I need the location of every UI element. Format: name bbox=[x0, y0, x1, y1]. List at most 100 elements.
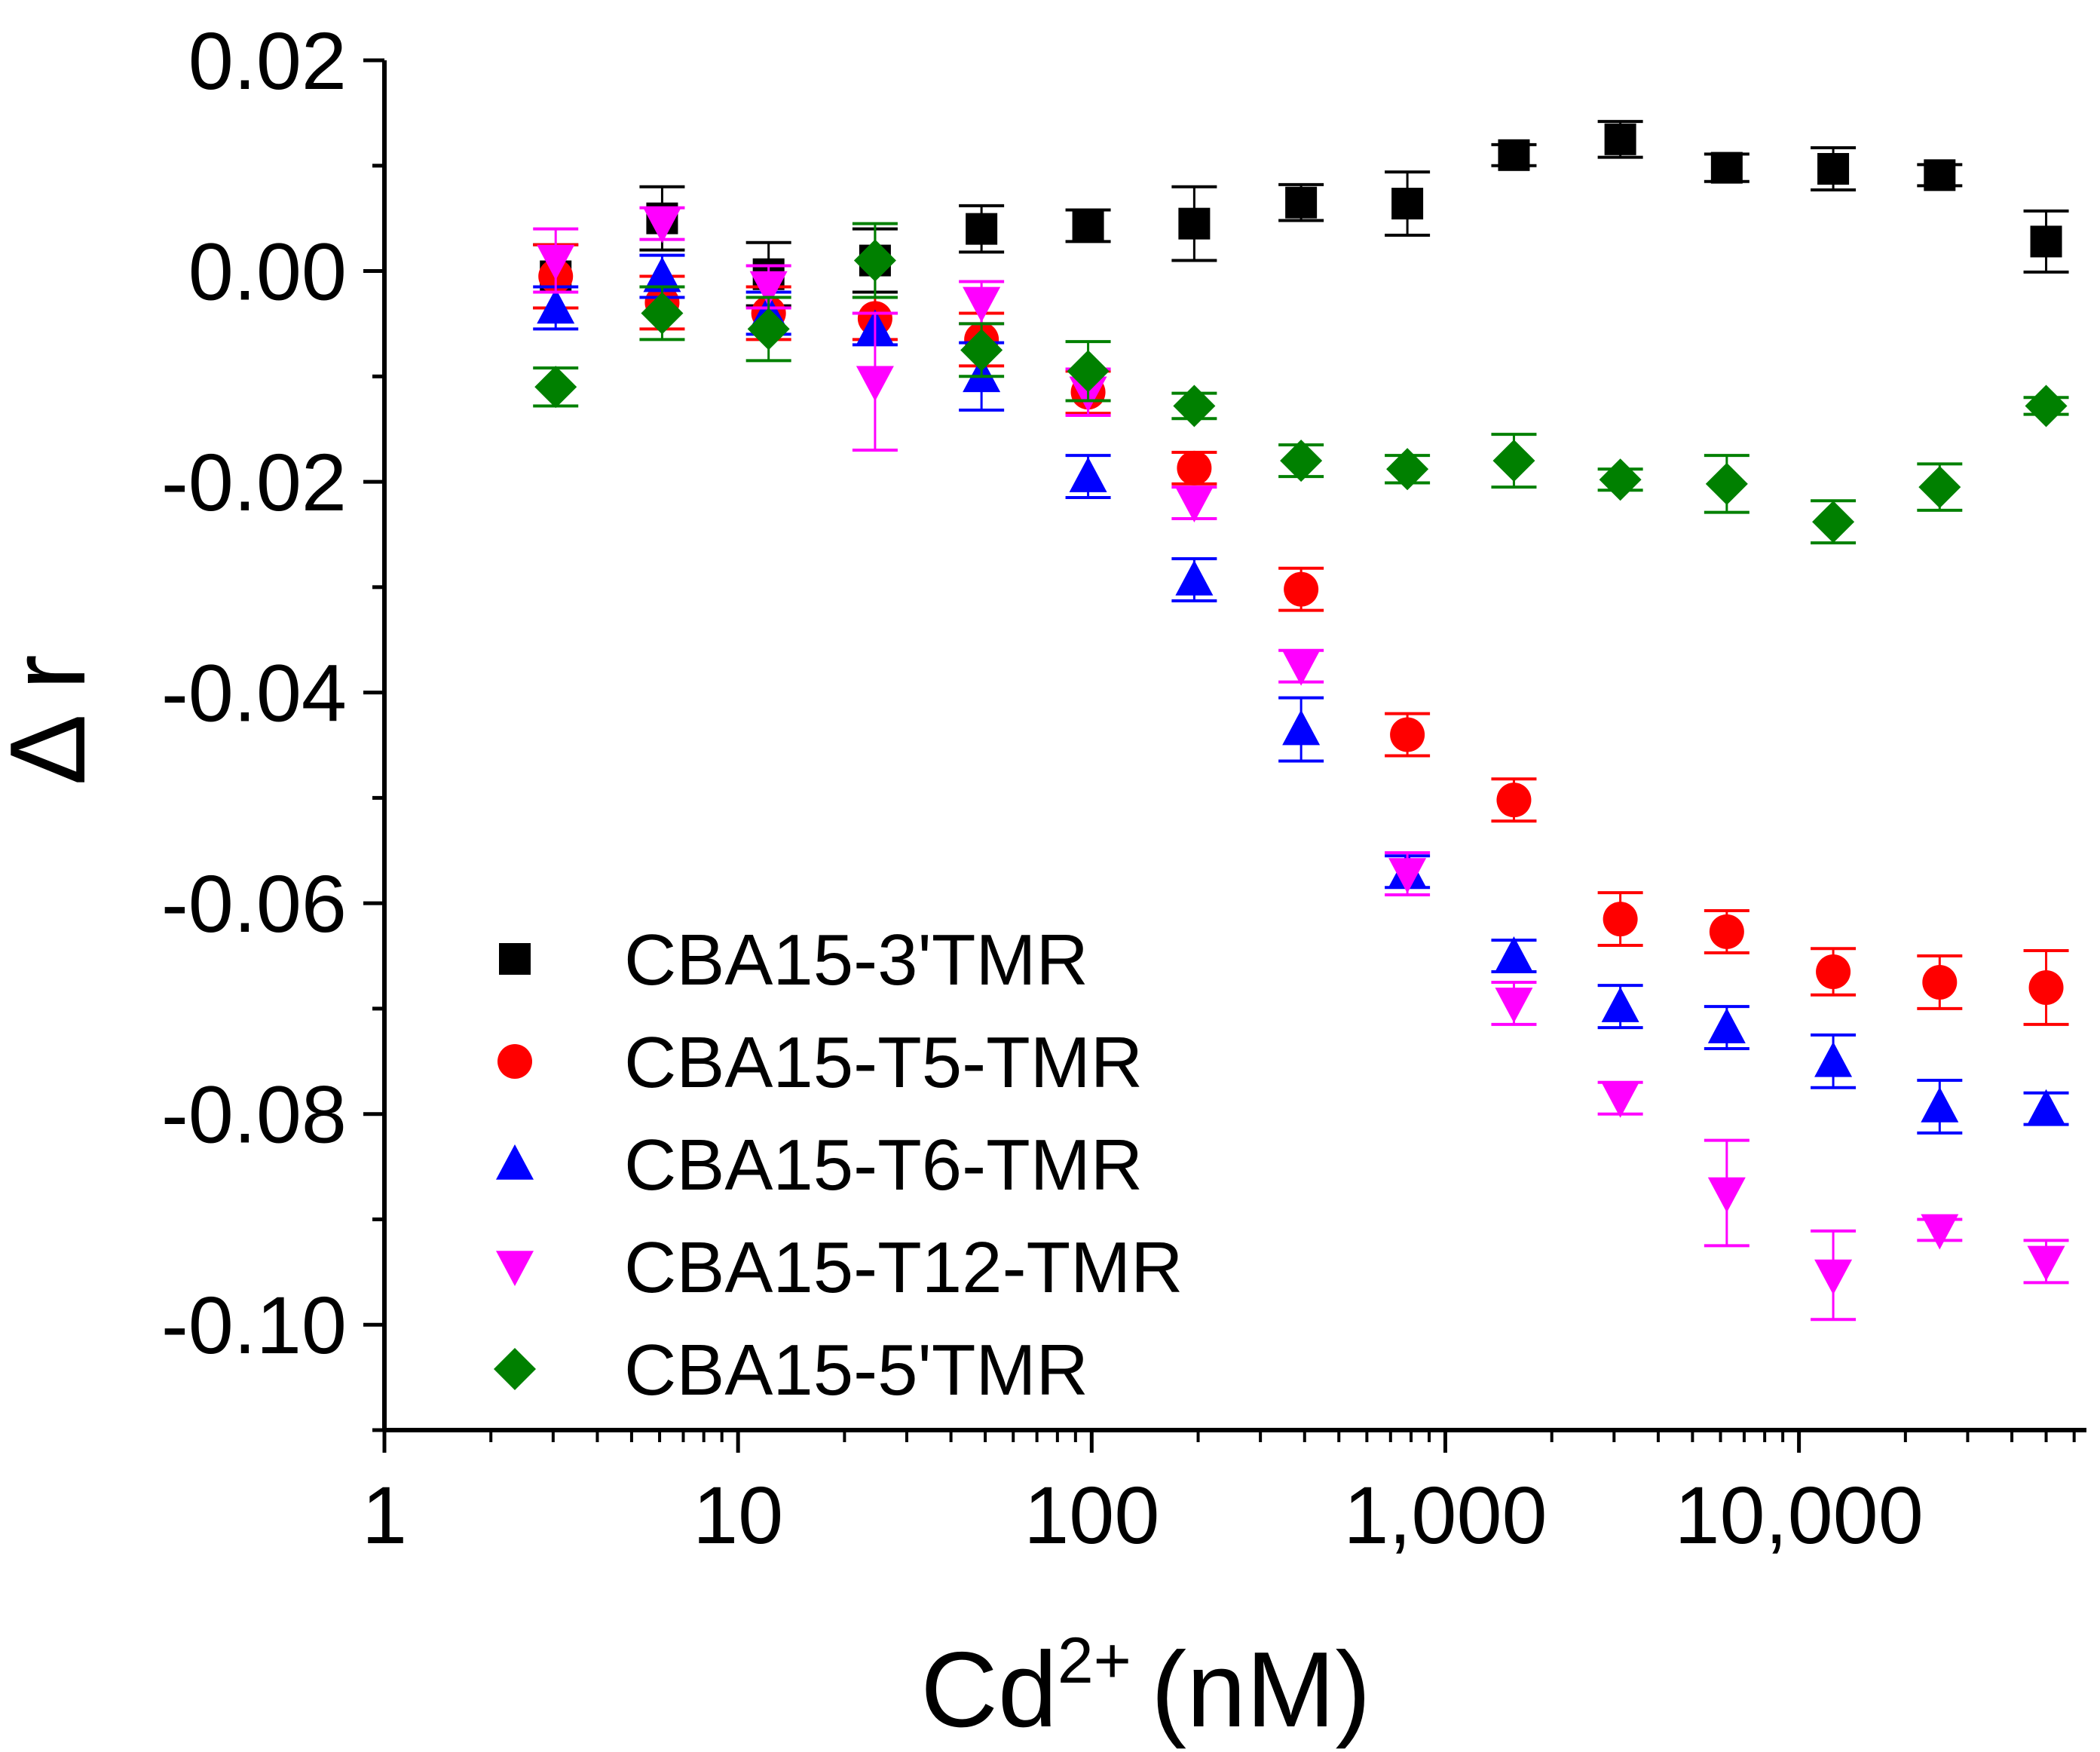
data-point bbox=[1177, 450, 1212, 485]
data-point bbox=[1386, 448, 1429, 491]
legend-label: CBA15-5'TMR bbox=[624, 1330, 1088, 1410]
legend-item: CBA15-5'TMR bbox=[494, 1330, 1088, 1410]
data-point bbox=[960, 329, 1003, 372]
data-point bbox=[1921, 1214, 1959, 1250]
data-point bbox=[963, 286, 1001, 323]
y-tick-label: 0.02 bbox=[188, 15, 347, 106]
legend-marker bbox=[499, 943, 531, 975]
legend-item: CBA15-T12-TMR bbox=[496, 1227, 1183, 1308]
data-point bbox=[1072, 210, 1104, 242]
data-point bbox=[1604, 123, 1636, 155]
legend-marker bbox=[497, 1044, 532, 1079]
series-triangle-down bbox=[533, 206, 2069, 1322]
data-point bbox=[1282, 709, 1321, 746]
data-point bbox=[1603, 902, 1638, 937]
data-point bbox=[1814, 1259, 1853, 1295]
data-point bbox=[537, 288, 575, 324]
ticks: 0.02 0.00 -0.02 -0.04 -0.06 -0.08 -0.10 1 10 100 1… bbox=[161, 15, 2076, 1561]
legend-item: CBA15-T5-TMR bbox=[497, 1022, 1143, 1103]
data-point bbox=[537, 244, 575, 280]
data-point bbox=[534, 366, 577, 409]
legend: CBA15-3'TMR CBA15-T5-TMR CBA15-T6-TMR CBA15… bbox=[494, 920, 1183, 1410]
y-tick-label: -0.02 bbox=[161, 436, 347, 528]
data-point bbox=[1067, 350, 1110, 393]
x-axis-title-unit: (nM) bbox=[1151, 1630, 1371, 1750]
data-point bbox=[1921, 1086, 1959, 1123]
data-point bbox=[1498, 139, 1530, 171]
data-point bbox=[853, 239, 896, 282]
y-tick-label: 0.00 bbox=[188, 226, 347, 317]
data-point bbox=[1816, 954, 1851, 990]
data-point bbox=[856, 366, 894, 402]
x-axis-title: Cd2+ (nM) bbox=[920, 1625, 1370, 1750]
axes bbox=[382, 60, 2086, 1432]
data-point bbox=[1710, 152, 1743, 184]
series-diamond bbox=[533, 222, 2069, 545]
legend-label: CBA15-T6-TMR bbox=[624, 1125, 1143, 1205]
data-point bbox=[1391, 188, 1424, 220]
data-point bbox=[2025, 384, 2068, 427]
data-point bbox=[1812, 501, 1855, 544]
data-point bbox=[2030, 225, 2062, 258]
data-point bbox=[1284, 571, 1319, 607]
x-tick-label: 1,000 bbox=[1343, 1469, 1547, 1561]
y-tick-label: -0.06 bbox=[161, 858, 347, 949]
data-point bbox=[1814, 1041, 1853, 1077]
data-point bbox=[1707, 1008, 1746, 1043]
series-triangle-up bbox=[533, 253, 2069, 1135]
data-point bbox=[1492, 440, 1535, 482]
data-point bbox=[1922, 964, 1958, 1000]
y-tick-label: -0.04 bbox=[161, 648, 347, 739]
data-point bbox=[1496, 783, 1532, 818]
data-point bbox=[1280, 440, 1323, 482]
x-axis-title-main: Cd bbox=[920, 1630, 1058, 1750]
data-point bbox=[2027, 1089, 2065, 1125]
data-point bbox=[1924, 159, 1956, 191]
data-point bbox=[1069, 457, 1107, 492]
data-point bbox=[1173, 384, 1216, 427]
data-point bbox=[643, 207, 681, 244]
data-point bbox=[1705, 462, 1748, 505]
data-point bbox=[1175, 560, 1214, 596]
data-point bbox=[1707, 1177, 1746, 1213]
data-point bbox=[1178, 207, 1211, 240]
legend-marker bbox=[496, 1251, 534, 1286]
data-point bbox=[1495, 936, 1533, 972]
data-point bbox=[1601, 1082, 1639, 1118]
y-tick-label: -0.08 bbox=[161, 1069, 347, 1160]
legend-label: CBA15-3'TMR bbox=[624, 920, 1088, 1000]
data-point bbox=[1175, 487, 1214, 523]
data-point bbox=[1817, 152, 1850, 185]
data-point bbox=[643, 256, 681, 293]
legend-marker bbox=[496, 1144, 534, 1180]
y-axis-title: Δ r bbox=[0, 654, 108, 786]
data-point bbox=[1388, 858, 1427, 894]
legend-label: CBA15-T5-TMR bbox=[624, 1022, 1143, 1103]
data-points bbox=[533, 120, 2069, 1322]
data-point bbox=[966, 213, 998, 245]
x-tick-label: 1 bbox=[362, 1469, 407, 1561]
y-tick-label: -0.10 bbox=[161, 1279, 347, 1371]
data-point bbox=[1599, 458, 1642, 501]
data-point bbox=[1495, 988, 1533, 1023]
data-point bbox=[747, 308, 790, 351]
legend-item: CBA15-3'TMR bbox=[499, 920, 1088, 1000]
data-point bbox=[1601, 987, 1639, 1022]
data-point bbox=[2027, 1245, 2065, 1282]
data-point bbox=[2028, 969, 2064, 1005]
data-point bbox=[749, 271, 788, 307]
data-point bbox=[1390, 717, 1425, 752]
x-tick-label: 10,000 bbox=[1674, 1469, 1923, 1561]
legend-label: CBA15-T12-TMR bbox=[624, 1227, 1183, 1308]
x-axis-title-superscript: 2+ bbox=[1058, 1625, 1131, 1697]
data-point bbox=[1285, 186, 1318, 219]
data-point bbox=[1918, 466, 1961, 509]
legend-item: CBA15-T6-TMR bbox=[496, 1125, 1143, 1205]
data-point bbox=[1709, 914, 1744, 949]
data-point bbox=[641, 292, 684, 335]
x-tick-label: 100 bbox=[1024, 1469, 1159, 1561]
x-tick-label: 10 bbox=[693, 1469, 783, 1561]
data-point bbox=[1282, 650, 1321, 686]
legend-marker bbox=[494, 1348, 536, 1390]
